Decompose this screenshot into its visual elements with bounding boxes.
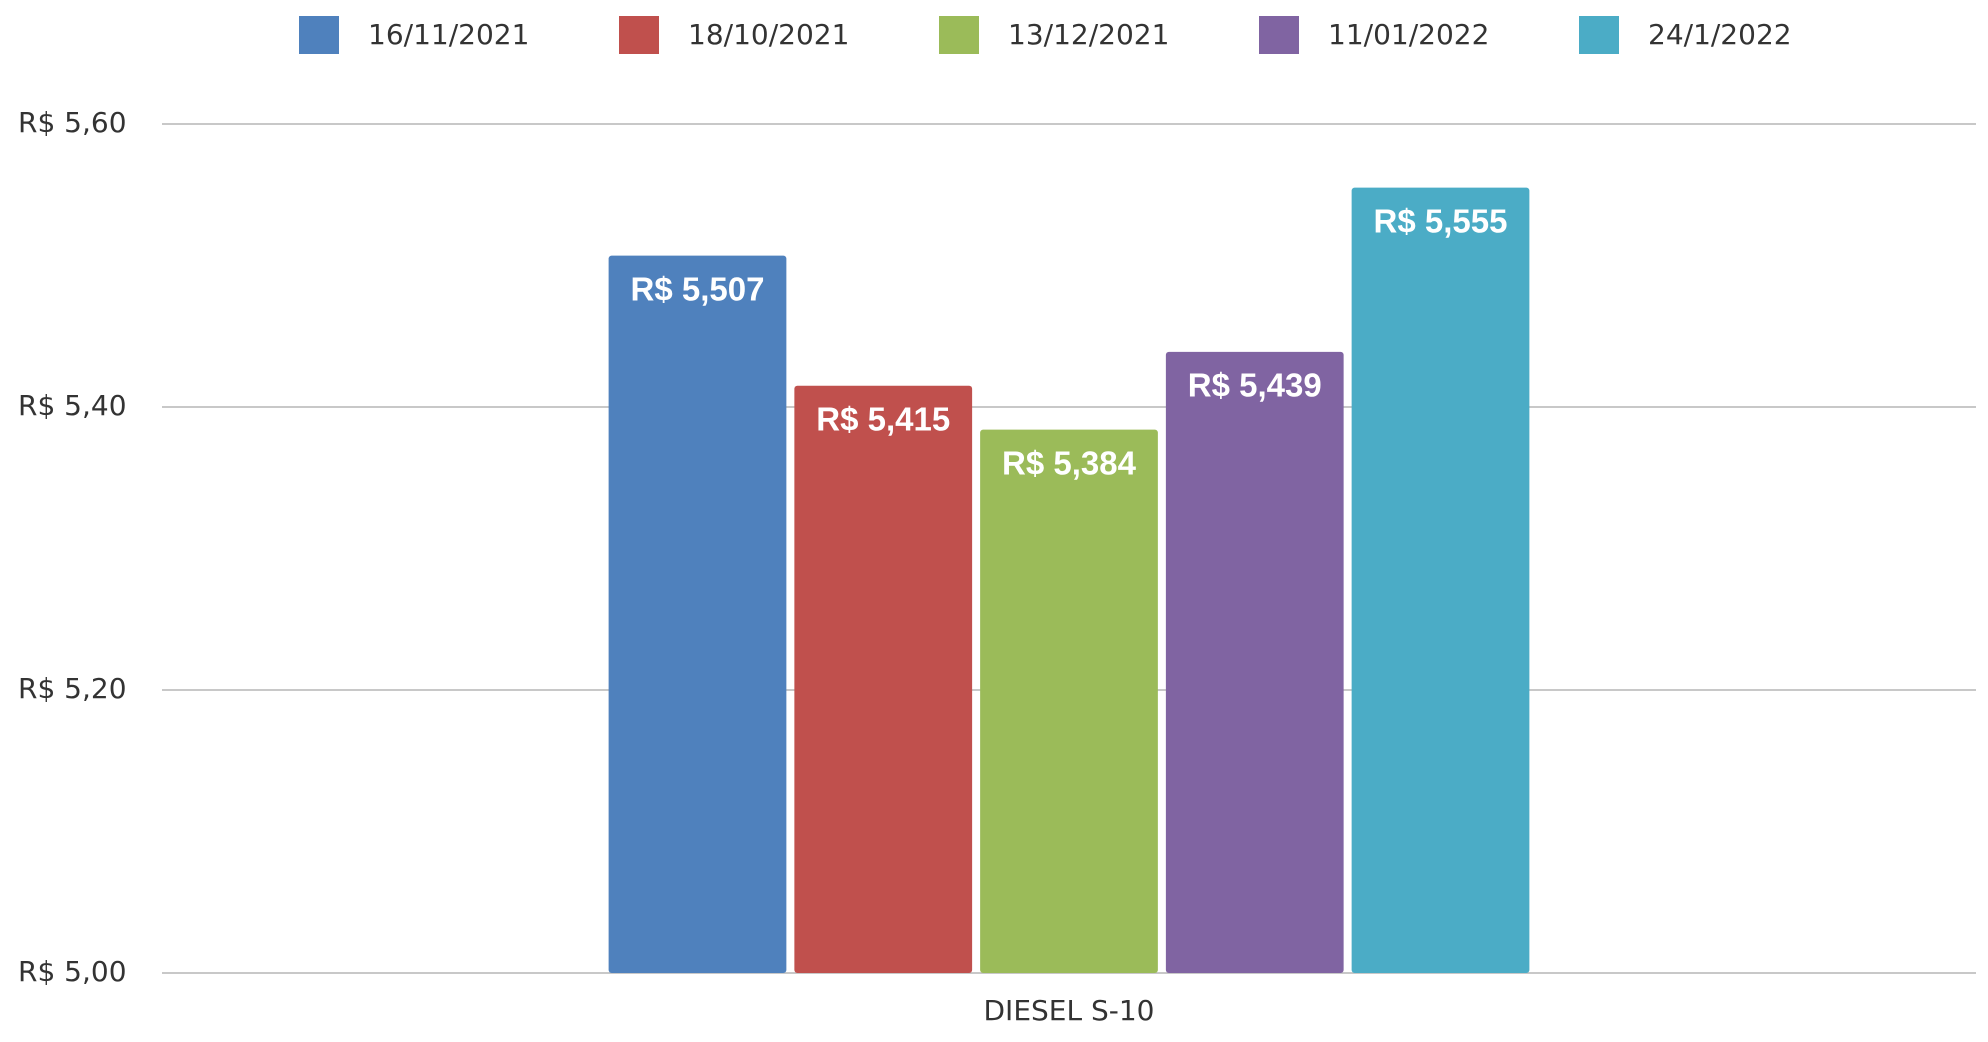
legend-label: 13/12/2021 [1008, 18, 1169, 51]
bar [980, 429, 1158, 973]
data-label: R$ 5,439 [1188, 367, 1322, 404]
legend-label: 18/10/2021 [688, 18, 849, 51]
x-tick-label: DIESEL S-10 [984, 994, 1155, 1027]
data-label: R$ 5,555 [1374, 202, 1508, 239]
data-label: R$ 5,415 [816, 400, 950, 437]
legend-swatch [1579, 16, 1619, 54]
bar [608, 255, 787, 974]
data-label: R$ 5,507 [631, 270, 765, 307]
y-tick-label: R$ 5,60 [18, 106, 127, 139]
y-tick-label: R$ 5,20 [18, 672, 127, 705]
legend-swatch [619, 16, 659, 54]
legend-swatch [299, 16, 339, 54]
data-label: R$ 5,384 [1002, 444, 1137, 481]
legend-swatch [1259, 16, 1299, 54]
bar [1165, 351, 1344, 973]
legend-swatch [939, 16, 979, 54]
legend-label: 24/1/2022 [1648, 18, 1792, 51]
bar [1351, 187, 1530, 974]
legend-label: 16/11/2021 [368, 18, 529, 51]
y-tick-label: R$ 5,00 [18, 955, 127, 988]
y-tick-label: R$ 5,40 [18, 389, 127, 422]
legend-label: 11/01/2022 [1328, 18, 1489, 51]
bar [794, 385, 973, 973]
